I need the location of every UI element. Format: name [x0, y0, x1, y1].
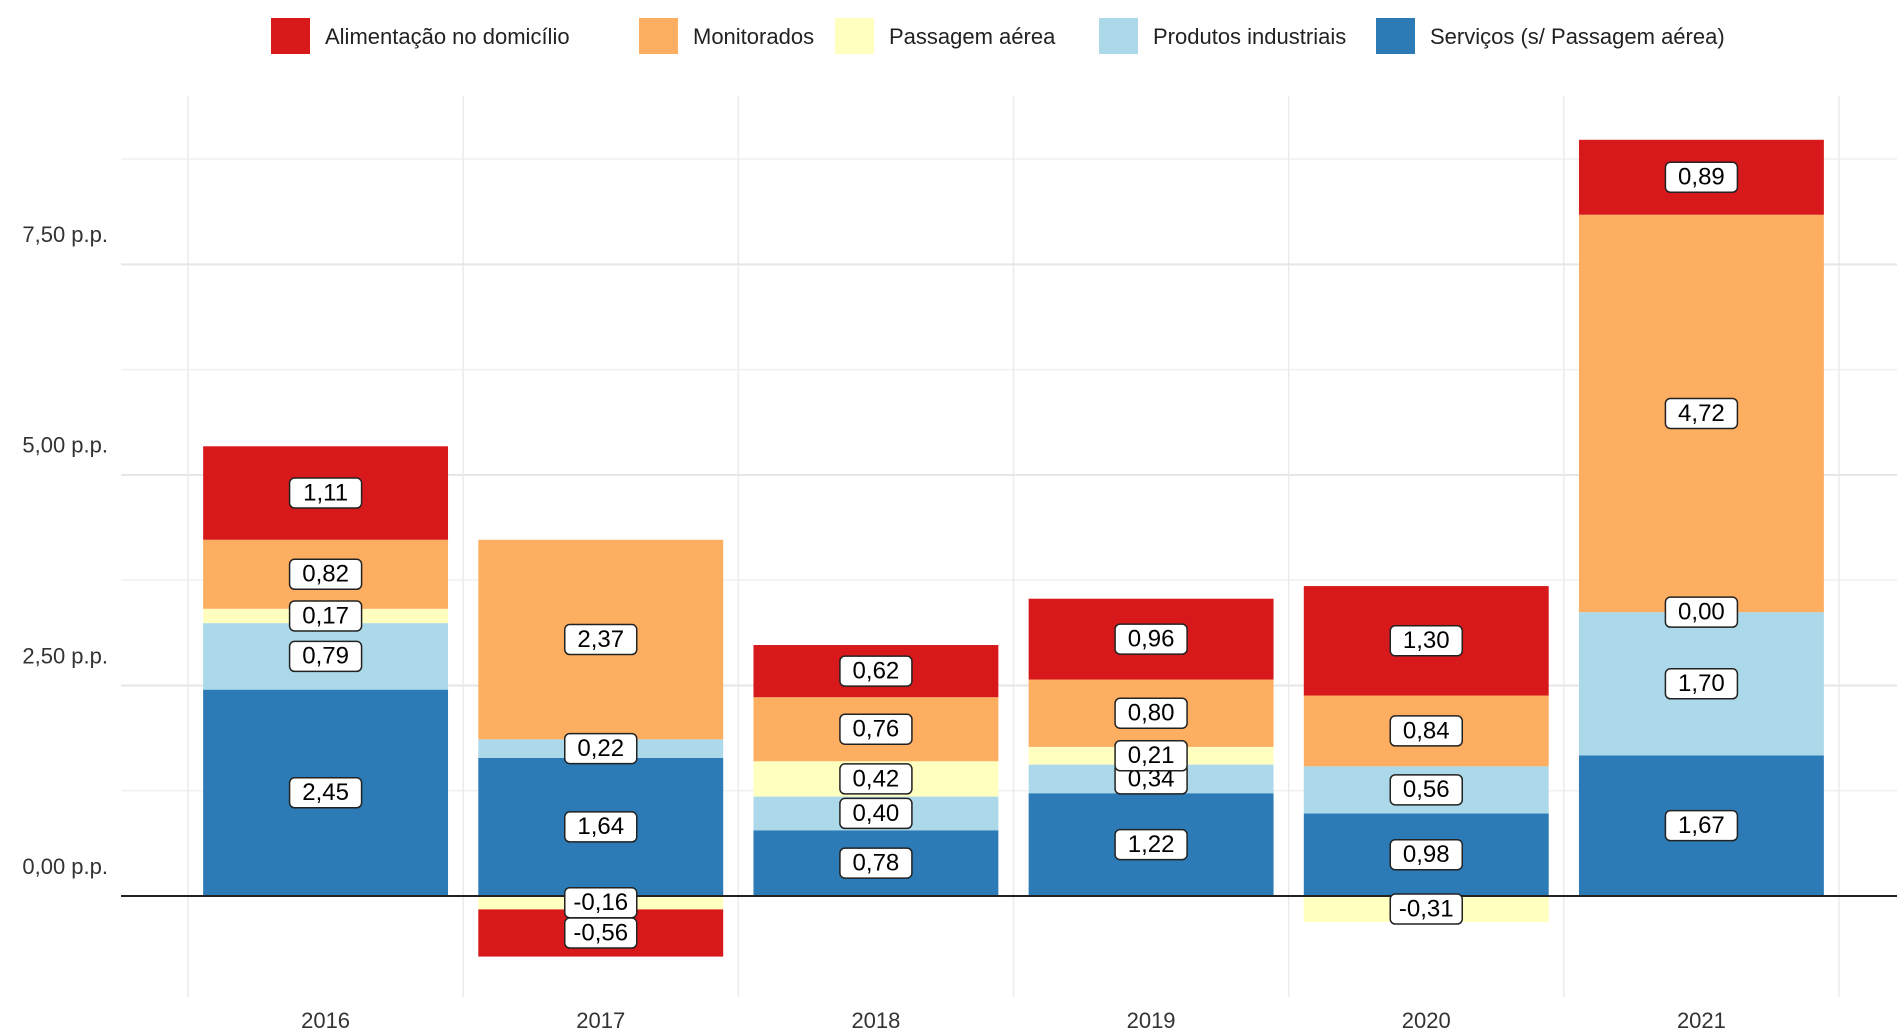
data-label: 1,30	[1403, 627, 1450, 654]
x-tick-label: 2019	[1127, 1008, 1176, 1033]
x-tick-label: 2021	[1677, 1008, 1726, 1033]
data-label: 0,89	[1678, 164, 1725, 191]
data-label-box	[1664, 596, 1739, 628]
legend-swatch	[835, 18, 874, 54]
data-label: 0,22	[577, 735, 624, 762]
data-label-box	[839, 797, 913, 830]
data-label: 0,00	[1678, 599, 1725, 626]
x-tick-label: 2017	[576, 1008, 625, 1033]
x-tick-label: 2020	[1402, 1008, 1451, 1033]
legend-label: Monitorados	[693, 24, 814, 49]
y-tick-label: 7,50 p.p.	[22, 222, 108, 247]
data-label-box	[839, 655, 913, 687]
data-label-box	[1114, 623, 1188, 655]
data-label-box	[288, 777, 363, 809]
data-label: -0,31	[1399, 895, 1454, 922]
data-label-box	[564, 917, 638, 949]
data-label-box	[1664, 161, 1739, 194]
legend-swatch	[271, 18, 310, 54]
data-label: 4,72	[1678, 400, 1725, 427]
data-label-box	[1389, 838, 1463, 871]
data-label: 1,22	[1128, 831, 1175, 858]
data-label-box	[288, 558, 363, 591]
data-label: 0,17	[302, 602, 349, 629]
data-label-box	[288, 477, 363, 509]
data-label: -0,56	[573, 919, 628, 946]
legend-swatch	[1099, 18, 1138, 54]
data-label: 0,80	[1128, 700, 1175, 727]
data-label: 1,64	[577, 813, 624, 840]
data-label-box	[288, 600, 363, 632]
legend-label: Passagem aérea	[889, 24, 1056, 49]
data-label-box	[1664, 809, 1739, 842]
y-tick-label: 2,50 p.p.	[22, 643, 108, 668]
data-label-box	[1389, 893, 1463, 925]
data-label-box	[839, 763, 913, 795]
data-label: 0,62	[853, 657, 900, 684]
data-label: 0,56	[1403, 776, 1450, 803]
data-label: 2,45	[302, 779, 349, 806]
data-label-box	[1389, 625, 1463, 657]
data-label-box	[1114, 740, 1188, 772]
data-label: 0,96	[1128, 625, 1175, 652]
legend-swatch	[1376, 18, 1415, 54]
data-label: 0,79	[302, 643, 349, 670]
data-label: 0,21	[1128, 742, 1175, 769]
legend-label: Serviços (s/ Passagem aérea)	[1430, 24, 1725, 49]
data-label-box	[564, 732, 638, 765]
data-label-box	[1389, 715, 1463, 747]
data-label: 0,40	[853, 800, 900, 827]
data-label-box	[1389, 774, 1463, 806]
data-label-box	[1114, 828, 1188, 861]
legend-label: Produtos industriais	[1153, 24, 1346, 49]
y-tick-label: 5,00 p.p.	[22, 433, 108, 458]
data-label: 1,70	[1678, 670, 1725, 697]
legend-label: Alimentação no domicílio	[325, 24, 570, 49]
legend-swatch	[639, 18, 678, 54]
data-label-box	[1114, 697, 1188, 729]
data-label: -0,16	[573, 889, 628, 916]
data-label-box	[564, 811, 638, 843]
data-label-box	[1664, 668, 1739, 700]
x-tick-label: 2018	[851, 1008, 900, 1033]
data-label-box	[288, 640, 363, 673]
data-label-box	[1664, 397, 1739, 430]
data-label: 0,76	[853, 716, 900, 743]
data-label-box	[839, 847, 913, 879]
data-label: 0,98	[1403, 841, 1450, 868]
data-label: 0,42	[853, 765, 900, 792]
data-label: 0,82	[302, 561, 349, 588]
data-label: 0,78	[853, 849, 900, 876]
data-label: 1,11	[303, 479, 348, 506]
y-tick-label: 0,00 p.p.	[22, 854, 108, 879]
data-label-box	[564, 623, 638, 656]
data-label: 2,37	[577, 626, 624, 653]
x-tick-label: 2016	[301, 1008, 350, 1033]
data-label-box	[839, 713, 913, 745]
data-label: 0,84	[1403, 717, 1450, 744]
data-label: 1,67	[1678, 812, 1725, 839]
